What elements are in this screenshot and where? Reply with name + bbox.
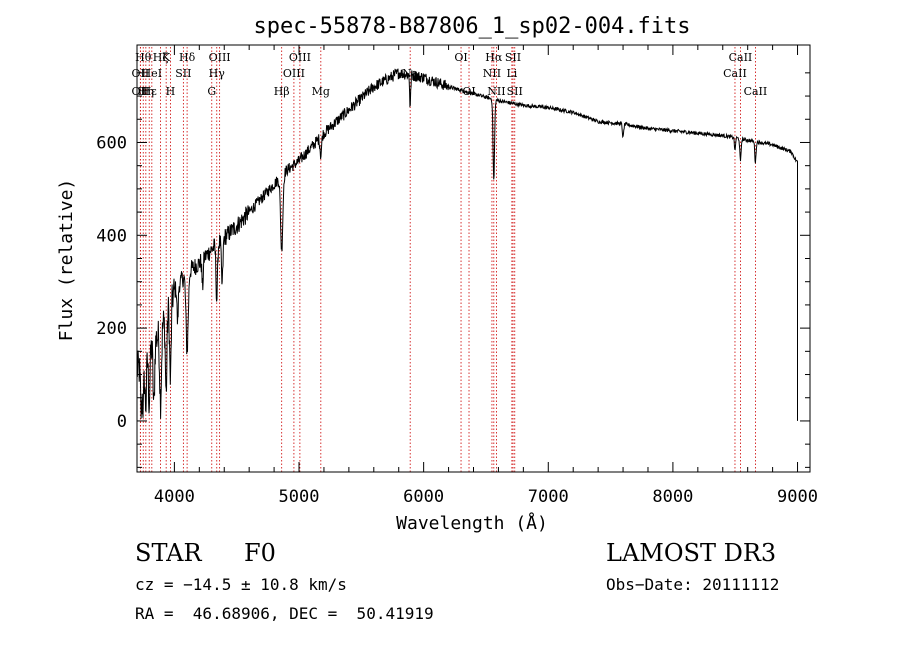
chart-title: spec-55878-B87806_1_sp02-004.fits xyxy=(253,14,690,39)
line-label-Li: Li xyxy=(506,67,517,80)
line-label-Mg: Mg xyxy=(312,85,330,98)
y-tick-label-0: 0 xyxy=(117,412,127,432)
sky-coordinates: RA = 46.68906, DEC = 50.41919 xyxy=(135,604,434,623)
line-label-OII: OII xyxy=(132,85,150,98)
line-label-Hη: Hη xyxy=(138,85,154,98)
line-label-CaII: CaII xyxy=(744,85,768,98)
observation-date: Obs−Date: 20111112 xyxy=(606,575,780,594)
line-label-SII: SII xyxy=(175,67,191,80)
line-label-OIII: OIII xyxy=(283,67,305,80)
line-label-NII: NII xyxy=(487,85,505,98)
line-label-Hβ: Hβ xyxy=(274,85,290,98)
x-tick-label-7000: 7000 xyxy=(528,487,569,507)
axis-ticks: 4000 5000 6000 7000 8000 9000 0 200 400 600 xyxy=(96,45,818,507)
line-label-Hζ: Hζ xyxy=(153,51,169,64)
x-tick-label-8000: 8000 xyxy=(652,487,693,507)
line-label-K: K xyxy=(162,51,171,64)
line-label-HeI: HeI xyxy=(142,67,162,80)
x-tick-label-6000: 6000 xyxy=(403,487,444,507)
object-subclass: F0 xyxy=(244,539,276,567)
y-tick-label-400: 400 xyxy=(96,226,127,246)
x-tick-label-4000: 4000 xyxy=(154,487,195,507)
line-label-CaII: CaII xyxy=(723,67,747,80)
line-label-Hγ: Hγ xyxy=(209,67,226,80)
line-label-Hε: Hε xyxy=(142,85,158,98)
x-tick-label-9000: 9000 xyxy=(777,487,818,507)
line-label-Hθ: Hθ xyxy=(135,51,152,64)
line-label-SII: SII xyxy=(507,85,523,98)
flux-line xyxy=(136,68,798,421)
y-tick-label-600: 600 xyxy=(96,133,127,153)
line-label-G: G xyxy=(207,85,216,98)
line-label-H: H xyxy=(166,85,176,98)
line-label-OIII: OIII xyxy=(209,51,231,64)
redshift-cz: cz = −14.5 ± 10.8 km/s xyxy=(135,575,347,594)
line-label-Hα: Hα xyxy=(485,51,503,64)
spectral-line-markers xyxy=(139,47,756,472)
line-label-CaII: CaII xyxy=(729,51,753,64)
x-tick-label-5000: 5000 xyxy=(279,487,320,507)
survey-name: LAMOST DR3 xyxy=(606,539,777,567)
object-class: STAR xyxy=(135,539,202,567)
x-axis-label: Wavelength (Å) xyxy=(396,512,548,534)
y-axis-label: Flux (relative) xyxy=(56,179,77,342)
line-label-OI: OI xyxy=(454,51,467,64)
y-tick-label-200: 200 xyxy=(96,319,127,339)
plot-frame xyxy=(136,44,811,473)
line-label-OIII: OIII xyxy=(289,51,311,64)
line-label-NII: NII xyxy=(483,67,501,80)
line-label-SII: SII xyxy=(505,51,521,64)
line-label-OII: OII xyxy=(132,67,150,80)
line-label-Hδ: Hδ xyxy=(179,51,196,64)
